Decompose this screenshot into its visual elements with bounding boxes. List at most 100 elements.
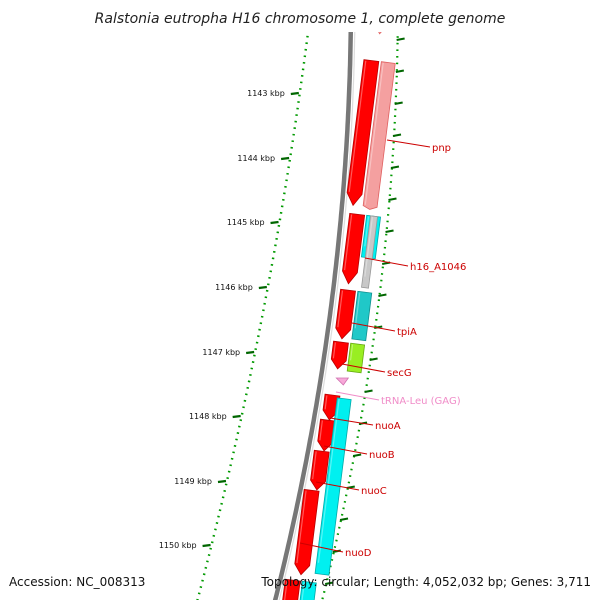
cds-arrow-pnp-shade [348, 60, 367, 192]
backbone-highlight [278, 0, 356, 600]
feature-labels: pnp h16_A1046 tpiA secG tRNA-Leu (GAG) nuoA nu… [299, 139, 466, 559]
feature-cyan-nuo-body [314, 397, 352, 576]
cds-arrow-nuod-body [294, 488, 320, 576]
label-leader-line [329, 417, 374, 426]
outer-ruler-tick [332, 549, 342, 553]
cds-arrow-tpia-body [335, 288, 356, 340]
label-leader-line [299, 542, 344, 553]
map-title: Ralstonia eutropha H16 chromosome 1, com… [95, 11, 506, 27]
gene-label-h16-a1046: h16_A1046 [410, 262, 466, 273]
cds-arrow-pnp [346, 59, 380, 207]
kbp-ruler: 1143 kbp 1144 kbp 1145 kbp 1146 kbp 1147 kbp… [159, 0, 405, 600]
kbp-tick-mark [202, 543, 211, 548]
label-leader-line [341, 363, 386, 373]
gene-arrow-pnp-body [362, 61, 396, 210]
cds-arrow-secg-body [330, 340, 349, 370]
cds-arrow-pnp-body [346, 59, 380, 207]
kbp-tick-label: 1143 kbp [247, 89, 285, 98]
label-leader-line [386, 139, 431, 148]
cds-arrow-h16-a1046 [342, 212, 366, 285]
feature-grey-h16-shade [364, 217, 373, 277]
feature-grey-h16 [361, 215, 378, 289]
outer-ruler-tick [390, 165, 400, 169]
kbp-tick-mark [246, 350, 255, 355]
accession-text: Accession: NC_008313 [9, 575, 145, 589]
outer-ruler-tick [339, 517, 349, 521]
kbp-tick-label: 1145 kbp [227, 218, 265, 227]
outer-ruler-tick [392, 133, 402, 137]
cds-arrow-nuoc [310, 449, 330, 491]
cds-arrow-nuoe [279, 578, 301, 600]
outer-ruler-tick [352, 453, 362, 457]
gene-label-trna-leu-gag: tRNA-Leu (GAG) [381, 396, 461, 407]
cds-arrow-secg-shade [332, 342, 337, 359]
kbp-tick-label: 1150 kbp [159, 541, 197, 550]
gene-label-tpia: tpiA [397, 327, 417, 338]
gene-label-nuod: nuoD [345, 548, 372, 559]
kbp-tick-label: 1148 kbp [189, 412, 227, 421]
feature-cyan-lower [297, 580, 317, 600]
gene-arrow-pnp [362, 61, 396, 210]
label-leader-line [364, 257, 409, 267]
outer-ruler-tick [396, 37, 405, 41]
kbp-tick-mark [280, 156, 290, 161]
outer-ruler-tick [369, 357, 378, 361]
kbp-tick-label: 1146 kbp [215, 283, 253, 292]
cds-arrow-nuoe-shade [283, 580, 288, 600]
cds-arrow-nuoa-shade [324, 395, 328, 410]
gene-label-nuob: nuoB [369, 450, 395, 461]
cds-arrow-secg [330, 340, 349, 370]
label-leader-line [351, 322, 396, 332]
label-leader-line [315, 481, 360, 491]
trna-marker [335, 377, 350, 386]
outer-ruler-tick [378, 293, 387, 297]
outer-ruler-tick [325, 581, 334, 585]
kbp-tick-mark [290, 91, 299, 96]
feature-cyan-nuo-shade [317, 398, 340, 563]
gene-label-pnp: pnp [432, 143, 451, 154]
kbp-tick-label: 1147 kbp [202, 348, 240, 357]
cds-arrow-nuob-shade [319, 420, 323, 441]
feature-teal-tpia-shade [354, 292, 361, 329]
feature-cyan-nuo [314, 397, 352, 576]
feature-cyan-lower-body [297, 580, 317, 600]
cds-arrow-nuoc-body [310, 449, 330, 491]
feature-green-secg [346, 342, 366, 374]
kbp-tick-mark [217, 479, 227, 484]
feature-track [272, 0, 396, 600]
feature-green-secg-body [346, 342, 366, 374]
outer-ruler-tick [364, 389, 373, 393]
kbp-tick-label: 1149 kbp [174, 477, 212, 486]
outer-ruler-tick [394, 101, 403, 105]
kbp-tick-mark [270, 220, 279, 225]
feature-cyan-lower-shade [300, 582, 305, 600]
cds-arrow-nuod-shade [296, 490, 307, 564]
cds-arrow-nuoc-shade [312, 451, 317, 480]
gene-label-nuoa: nuoA [375, 421, 401, 432]
kbp-tick-mark [232, 414, 241, 419]
cds-arrow-tpia-shade [337, 290, 344, 328]
title-backdrop [0, 0, 600, 32]
outer-dotted-ruler [321, 0, 400, 600]
cds-arrow-h16-a1046-body [342, 212, 366, 285]
outer-ruler-tick [395, 69, 405, 73]
genome-summary: Topology: circular; Length: 4,052,032 bp… [260, 575, 591, 589]
cds-arrow-nuod [294, 488, 320, 576]
gene-label-secg: secG [387, 368, 412, 379]
label-leader-line [323, 445, 368, 455]
cds-arrow-nuoe-body [279, 578, 301, 600]
feature-grey-h16-body [361, 215, 378, 289]
feature-green-secg-shade [349, 344, 354, 361]
backbone-line [272, 0, 354, 600]
kbp-tick-mark [258, 285, 267, 290]
label-leader-line [335, 391, 380, 401]
kbp-tick-label: 1144 kbp [237, 154, 275, 163]
cds-arrow-h16-a1046-shade [343, 214, 353, 271]
cds-arrow-tpia [335, 288, 356, 340]
gene-arrow-pnp-shade [364, 62, 384, 205]
feature-cyan-h16-shade [364, 216, 370, 247]
outer-ruler-tick [385, 229, 394, 233]
outer-ruler-tick [388, 197, 397, 201]
gene-label-nuoc: nuoC [361, 486, 387, 497]
